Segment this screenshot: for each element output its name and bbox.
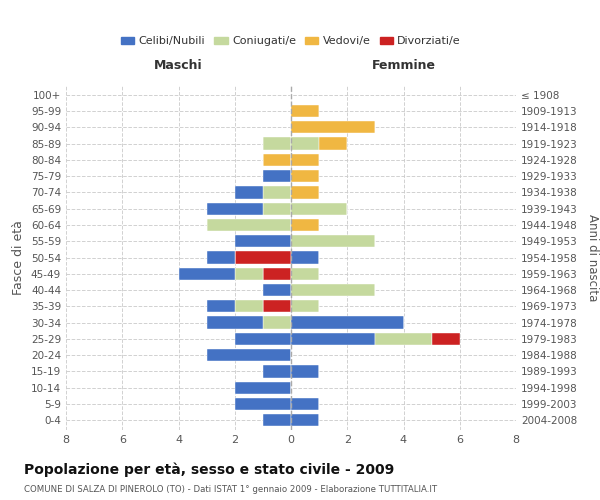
Bar bbox=[263, 202, 291, 215]
Bar bbox=[235, 252, 291, 264]
Text: Popolazione per età, sesso e stato civile - 2009: Popolazione per età, sesso e stato civil… bbox=[24, 462, 394, 477]
Y-axis label: Fasce di età: Fasce di età bbox=[13, 220, 25, 295]
Y-axis label: Anni di nascita: Anni di nascita bbox=[586, 214, 599, 301]
Bar bbox=[376, 333, 431, 345]
Bar bbox=[235, 398, 291, 410]
Bar bbox=[291, 219, 319, 231]
Bar bbox=[291, 154, 319, 166]
Bar bbox=[263, 300, 291, 312]
Text: COMUNE DI SALZA DI PINEROLO (TO) - Dati ISTAT 1° gennaio 2009 - Elaborazione TUT: COMUNE DI SALZA DI PINEROLO (TO) - Dati … bbox=[24, 485, 437, 494]
Bar bbox=[431, 333, 460, 345]
Bar bbox=[319, 138, 347, 149]
Legend: Celibi/Nubili, Coniugati/e, Vedovi/e, Divorziati/e: Celibi/Nubili, Coniugati/e, Vedovi/e, Di… bbox=[116, 32, 466, 51]
Bar bbox=[263, 316, 291, 328]
Bar bbox=[235, 186, 263, 198]
Bar bbox=[263, 284, 291, 296]
Bar bbox=[291, 316, 404, 328]
Text: Femmine: Femmine bbox=[371, 59, 436, 72]
Bar bbox=[206, 219, 291, 231]
Bar bbox=[291, 186, 319, 198]
Bar bbox=[291, 105, 319, 117]
Bar bbox=[235, 382, 291, 394]
Bar bbox=[291, 170, 319, 182]
Bar bbox=[206, 252, 235, 264]
Bar bbox=[263, 414, 291, 426]
Bar bbox=[263, 366, 291, 378]
Bar bbox=[206, 316, 263, 328]
Bar bbox=[291, 300, 319, 312]
Bar bbox=[291, 398, 319, 410]
Bar bbox=[291, 138, 319, 149]
Bar bbox=[291, 121, 376, 134]
Bar bbox=[291, 284, 376, 296]
Bar bbox=[206, 300, 235, 312]
Bar bbox=[291, 252, 319, 264]
Bar bbox=[235, 235, 291, 248]
Bar bbox=[291, 202, 347, 215]
Bar bbox=[235, 268, 263, 280]
Bar bbox=[179, 268, 235, 280]
Bar bbox=[263, 268, 291, 280]
Bar bbox=[291, 414, 319, 426]
Bar bbox=[291, 235, 376, 248]
Bar bbox=[206, 202, 263, 215]
Bar bbox=[263, 138, 291, 149]
Bar bbox=[291, 366, 319, 378]
Bar bbox=[263, 186, 291, 198]
Bar bbox=[291, 268, 319, 280]
Text: Maschi: Maschi bbox=[154, 59, 203, 72]
Bar bbox=[291, 333, 376, 345]
Bar bbox=[263, 170, 291, 182]
Bar bbox=[263, 154, 291, 166]
Bar bbox=[235, 300, 263, 312]
Bar bbox=[235, 333, 291, 345]
Bar bbox=[206, 349, 291, 361]
